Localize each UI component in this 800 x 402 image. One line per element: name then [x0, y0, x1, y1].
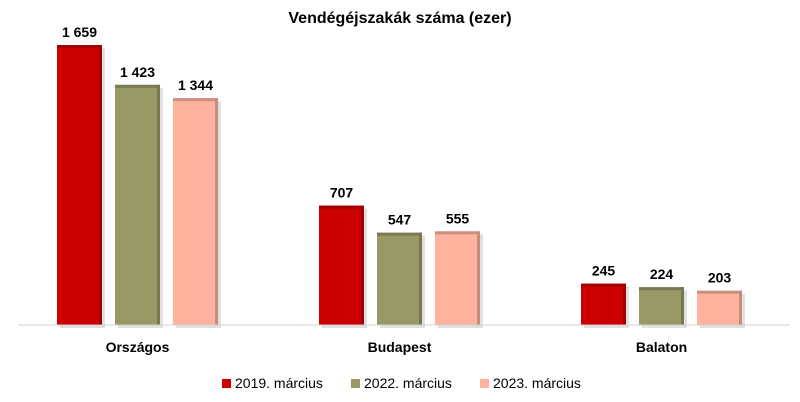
bar: [581, 283, 626, 325]
legend-swatch: [222, 379, 231, 388]
legend-label: 2023. március: [493, 375, 581, 391]
legend: 2019. március 2022. március 2023. március: [222, 375, 581, 391]
legend-swatch: [351, 379, 360, 388]
bar-right-edge: [739, 290, 742, 325]
bar-right-edge: [419, 232, 422, 325]
bar: [377, 232, 422, 325]
bar-right-edge: [361, 205, 364, 325]
bar: [435, 231, 480, 325]
bar-right-edge: [157, 84, 160, 325]
category-label: Országos: [106, 339, 170, 355]
data-label: 1 659: [62, 24, 97, 40]
data-label: 203: [708, 270, 732, 286]
bar-group: 1 423: [115, 64, 163, 328]
bar: [173, 98, 218, 326]
data-label: 224: [650, 266, 674, 282]
bar: [319, 205, 364, 325]
bar-right-edge: [623, 283, 626, 325]
bar-top-bevel: [639, 287, 684, 291]
bar-top-bevel: [319, 205, 364, 209]
data-label: 1 344: [178, 77, 213, 93]
legend-label: 2019. március: [235, 375, 323, 391]
bar-layer: 1 659 707 245 1 423 547 224 1 344 555 203: [57, 24, 745, 329]
bar: [57, 45, 102, 325]
chart-title: Vendégéjszakák száma (ezer): [288, 10, 511, 27]
bar-top-bevel: [697, 290, 742, 294]
bar-right-edge: [477, 231, 480, 325]
bar-top-bevel: [115, 84, 160, 88]
bar-top-bevel: [173, 98, 218, 102]
bar: [697, 290, 742, 325]
data-label: 707: [330, 185, 354, 201]
data-label: 547: [388, 212, 412, 228]
bar-group: 203: [697, 270, 745, 328]
bar-group: 224: [639, 266, 687, 328]
legend-swatch: [480, 379, 489, 388]
legend-item: 2023. március: [480, 375, 581, 391]
bar-group: 547: [377, 212, 425, 328]
bar-top-bevel: [435, 231, 480, 235]
category-label: Balaton: [636, 339, 687, 355]
bar: [115, 84, 160, 325]
data-label: 1 423: [120, 64, 155, 80]
data-label: 245: [592, 263, 616, 279]
bar-right-edge: [215, 98, 218, 326]
legend-label: 2022. március: [364, 375, 452, 391]
bar-right-edge: [681, 287, 684, 325]
bar-top-bevel: [581, 283, 626, 287]
bar-group: 1 659: [57, 24, 105, 328]
data-label: 555: [446, 210, 470, 226]
bar-group: 707: [319, 185, 367, 328]
bar-top-bevel: [57, 45, 102, 48]
bar-group: 245: [581, 263, 629, 328]
category-label: Budapest: [368, 339, 432, 355]
bar-right-edge: [99, 45, 102, 325]
bar-group: 555: [435, 210, 483, 328]
bar-group: 1 344: [173, 77, 221, 329]
legend-item: 2019. március: [222, 375, 323, 391]
bar: [639, 287, 684, 325]
bar-top-bevel: [377, 232, 422, 236]
category-labels: Országos Budapest Balaton: [106, 339, 688, 355]
legend-item: 2022. március: [351, 375, 452, 391]
